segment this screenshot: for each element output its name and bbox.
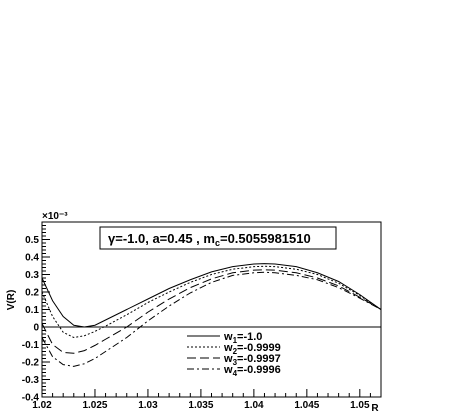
y-tick-label: 0.3 <box>25 270 39 281</box>
x-tick-label: 1.035 <box>188 400 213 411</box>
title-tail: =0.5055981510 <box>220 231 311 246</box>
y-exponent-label: ×10⁻³ <box>42 211 68 222</box>
y-tick-label: -0.4 <box>22 393 40 404</box>
y-tick-label: -0.3 <box>22 375 40 386</box>
y-tick-label: 0.5 <box>25 235 39 246</box>
x-tick-label: 1.03 <box>138 400 158 411</box>
y-tick-label: 0.2 <box>25 288 39 299</box>
title-subscript: c <box>215 238 220 248</box>
y-axis-title: V(R) <box>6 290 17 311</box>
title-box-frame <box>99 226 337 250</box>
y-tick-label: -0.2 <box>22 358 40 369</box>
axes-layer: 1.02 1.025 1.03 1.035 1.04 1.045 1.05 -0.4 -0.3 -… <box>22 221 382 411</box>
y-tick-label: 0.1 <box>25 305 39 316</box>
legend-label-4: w4=-0.9996 <box>223 364 281 378</box>
x-tick-label: 1.02 <box>32 400 52 411</box>
x-tick-label: 1.045 <box>294 400 319 411</box>
series-line-4 <box>41 271 382 367</box>
chart-title-box: γ=-1.0, a=0.45 , mc=0.5055981510 <box>99 226 337 250</box>
legend-label-2: w2=-0.9999 <box>223 342 281 356</box>
legend-label-1: w1=-1.0 <box>223 331 262 345</box>
x-tick-label: 1.05 <box>350 400 370 411</box>
x-tick-label: 1.025 <box>82 400 107 411</box>
y-tick-label: -0.1 <box>22 340 40 351</box>
y-tick-label: 0 <box>33 323 39 334</box>
series-line-3 <box>41 269 382 354</box>
x-tick-label: 1.04 <box>244 400 264 411</box>
legend-label-3: w3=-0.9997 <box>223 353 281 367</box>
series-line-1 <box>41 263 382 328</box>
x-axis-title: R <box>371 403 379 414</box>
chart-title: γ=-1.0, a=0.45 , mc=0.5055981510 <box>108 231 311 248</box>
series-layer <box>41 263 382 367</box>
title-lead: γ=-1.0, a=0.45 , m <box>108 231 215 246</box>
series-line-2 <box>41 265 382 339</box>
y-tick-label: 0.4 <box>25 253 39 264</box>
